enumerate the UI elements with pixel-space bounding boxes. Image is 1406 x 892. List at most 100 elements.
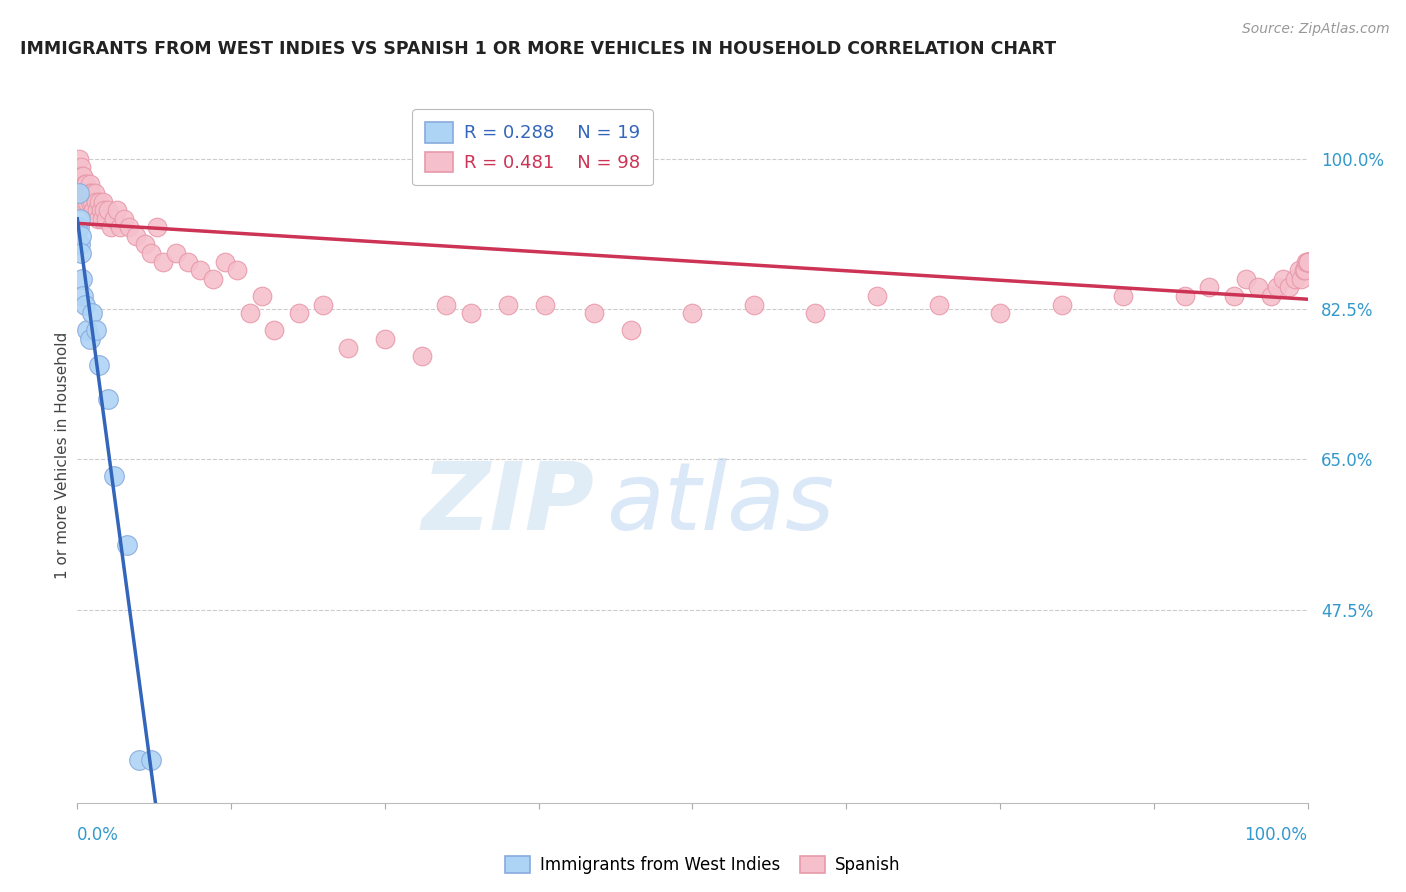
Y-axis label: 1 or more Vehicles in Household: 1 or more Vehicles in Household xyxy=(55,331,70,579)
Point xyxy=(1198,280,1220,294)
Point xyxy=(67,220,90,235)
Point xyxy=(72,186,94,200)
Point xyxy=(141,753,163,767)
Point xyxy=(152,254,174,268)
Point xyxy=(1112,289,1135,303)
Point xyxy=(1223,289,1246,303)
Point xyxy=(94,211,117,226)
Point xyxy=(682,306,704,320)
Text: atlas: atlas xyxy=(606,458,835,549)
Point xyxy=(1292,263,1315,277)
Point xyxy=(374,332,396,346)
Point xyxy=(73,297,96,311)
Point xyxy=(87,211,110,226)
Point xyxy=(73,178,96,192)
Point xyxy=(70,178,93,192)
Point xyxy=(69,211,91,226)
Point xyxy=(105,203,128,218)
Point xyxy=(70,186,93,200)
Point xyxy=(89,194,111,209)
Point xyxy=(70,160,93,174)
Point xyxy=(128,753,150,767)
Point xyxy=(188,263,212,277)
Point xyxy=(70,272,93,286)
Point xyxy=(1234,272,1257,286)
Point xyxy=(73,186,96,200)
Point xyxy=(70,228,93,243)
Legend: R = 0.288    N = 19, R = 0.481    N = 98: R = 0.288 N = 19, R = 0.481 N = 98 xyxy=(412,109,652,186)
Point xyxy=(928,297,950,311)
Point xyxy=(436,297,458,311)
Point xyxy=(90,211,114,226)
Point xyxy=(77,186,100,200)
Point xyxy=(288,306,311,320)
Point xyxy=(91,194,114,209)
Point xyxy=(1291,272,1313,286)
Point xyxy=(93,203,115,218)
Point xyxy=(460,306,482,320)
Point xyxy=(103,469,125,483)
Point xyxy=(76,186,98,200)
Point xyxy=(1296,254,1319,268)
Point xyxy=(69,237,91,252)
Point xyxy=(1260,289,1282,303)
Point xyxy=(118,220,141,235)
Point xyxy=(97,392,120,406)
Point xyxy=(69,178,91,192)
Point xyxy=(337,341,360,355)
Point xyxy=(100,220,122,235)
Point xyxy=(79,186,101,200)
Point xyxy=(82,306,104,320)
Point xyxy=(1296,254,1319,268)
Text: IMMIGRANTS FROM WEST INDIES VS SPANISH 1 OR MORE VEHICLES IN HOUSEHOLD CORRELATI: IMMIGRANTS FROM WEST INDIES VS SPANISH 1… xyxy=(20,40,1056,58)
Point xyxy=(1284,272,1306,286)
Point xyxy=(177,254,200,268)
Point xyxy=(239,306,262,320)
Point xyxy=(1050,297,1073,311)
Point xyxy=(1265,280,1288,294)
Point xyxy=(110,220,132,235)
Point xyxy=(76,323,98,337)
Point xyxy=(67,169,90,183)
Point xyxy=(79,332,101,346)
Text: 0.0%: 0.0% xyxy=(77,826,120,844)
Point xyxy=(112,211,135,226)
Point xyxy=(1278,280,1301,294)
Point xyxy=(742,297,765,311)
Point xyxy=(69,186,91,200)
Point xyxy=(583,306,606,320)
Point xyxy=(89,358,111,372)
Point xyxy=(75,186,97,200)
Point xyxy=(75,178,97,192)
Point xyxy=(84,323,107,337)
Point xyxy=(69,194,91,209)
Point xyxy=(165,246,187,260)
Point xyxy=(141,246,163,260)
Point xyxy=(1296,254,1319,268)
Point xyxy=(67,152,90,166)
Point xyxy=(79,194,101,209)
Point xyxy=(67,186,90,200)
Point xyxy=(312,297,335,311)
Text: 100.0%: 100.0% xyxy=(1244,826,1308,844)
Point xyxy=(1247,280,1270,294)
Point xyxy=(1294,263,1316,277)
Text: ZIP: ZIP xyxy=(422,458,595,549)
Point xyxy=(134,237,156,252)
Point xyxy=(82,203,104,218)
Point xyxy=(988,306,1011,320)
Point xyxy=(70,169,93,183)
Point xyxy=(72,289,94,303)
Point xyxy=(1288,263,1310,277)
Point xyxy=(1296,254,1319,268)
Point xyxy=(534,297,557,311)
Point xyxy=(73,194,96,209)
Point xyxy=(214,254,236,268)
Point xyxy=(84,194,107,209)
Point xyxy=(411,349,433,363)
Point xyxy=(496,297,519,311)
Point xyxy=(146,220,169,235)
Point xyxy=(1272,272,1295,286)
Point xyxy=(86,203,108,218)
Point xyxy=(804,306,827,320)
